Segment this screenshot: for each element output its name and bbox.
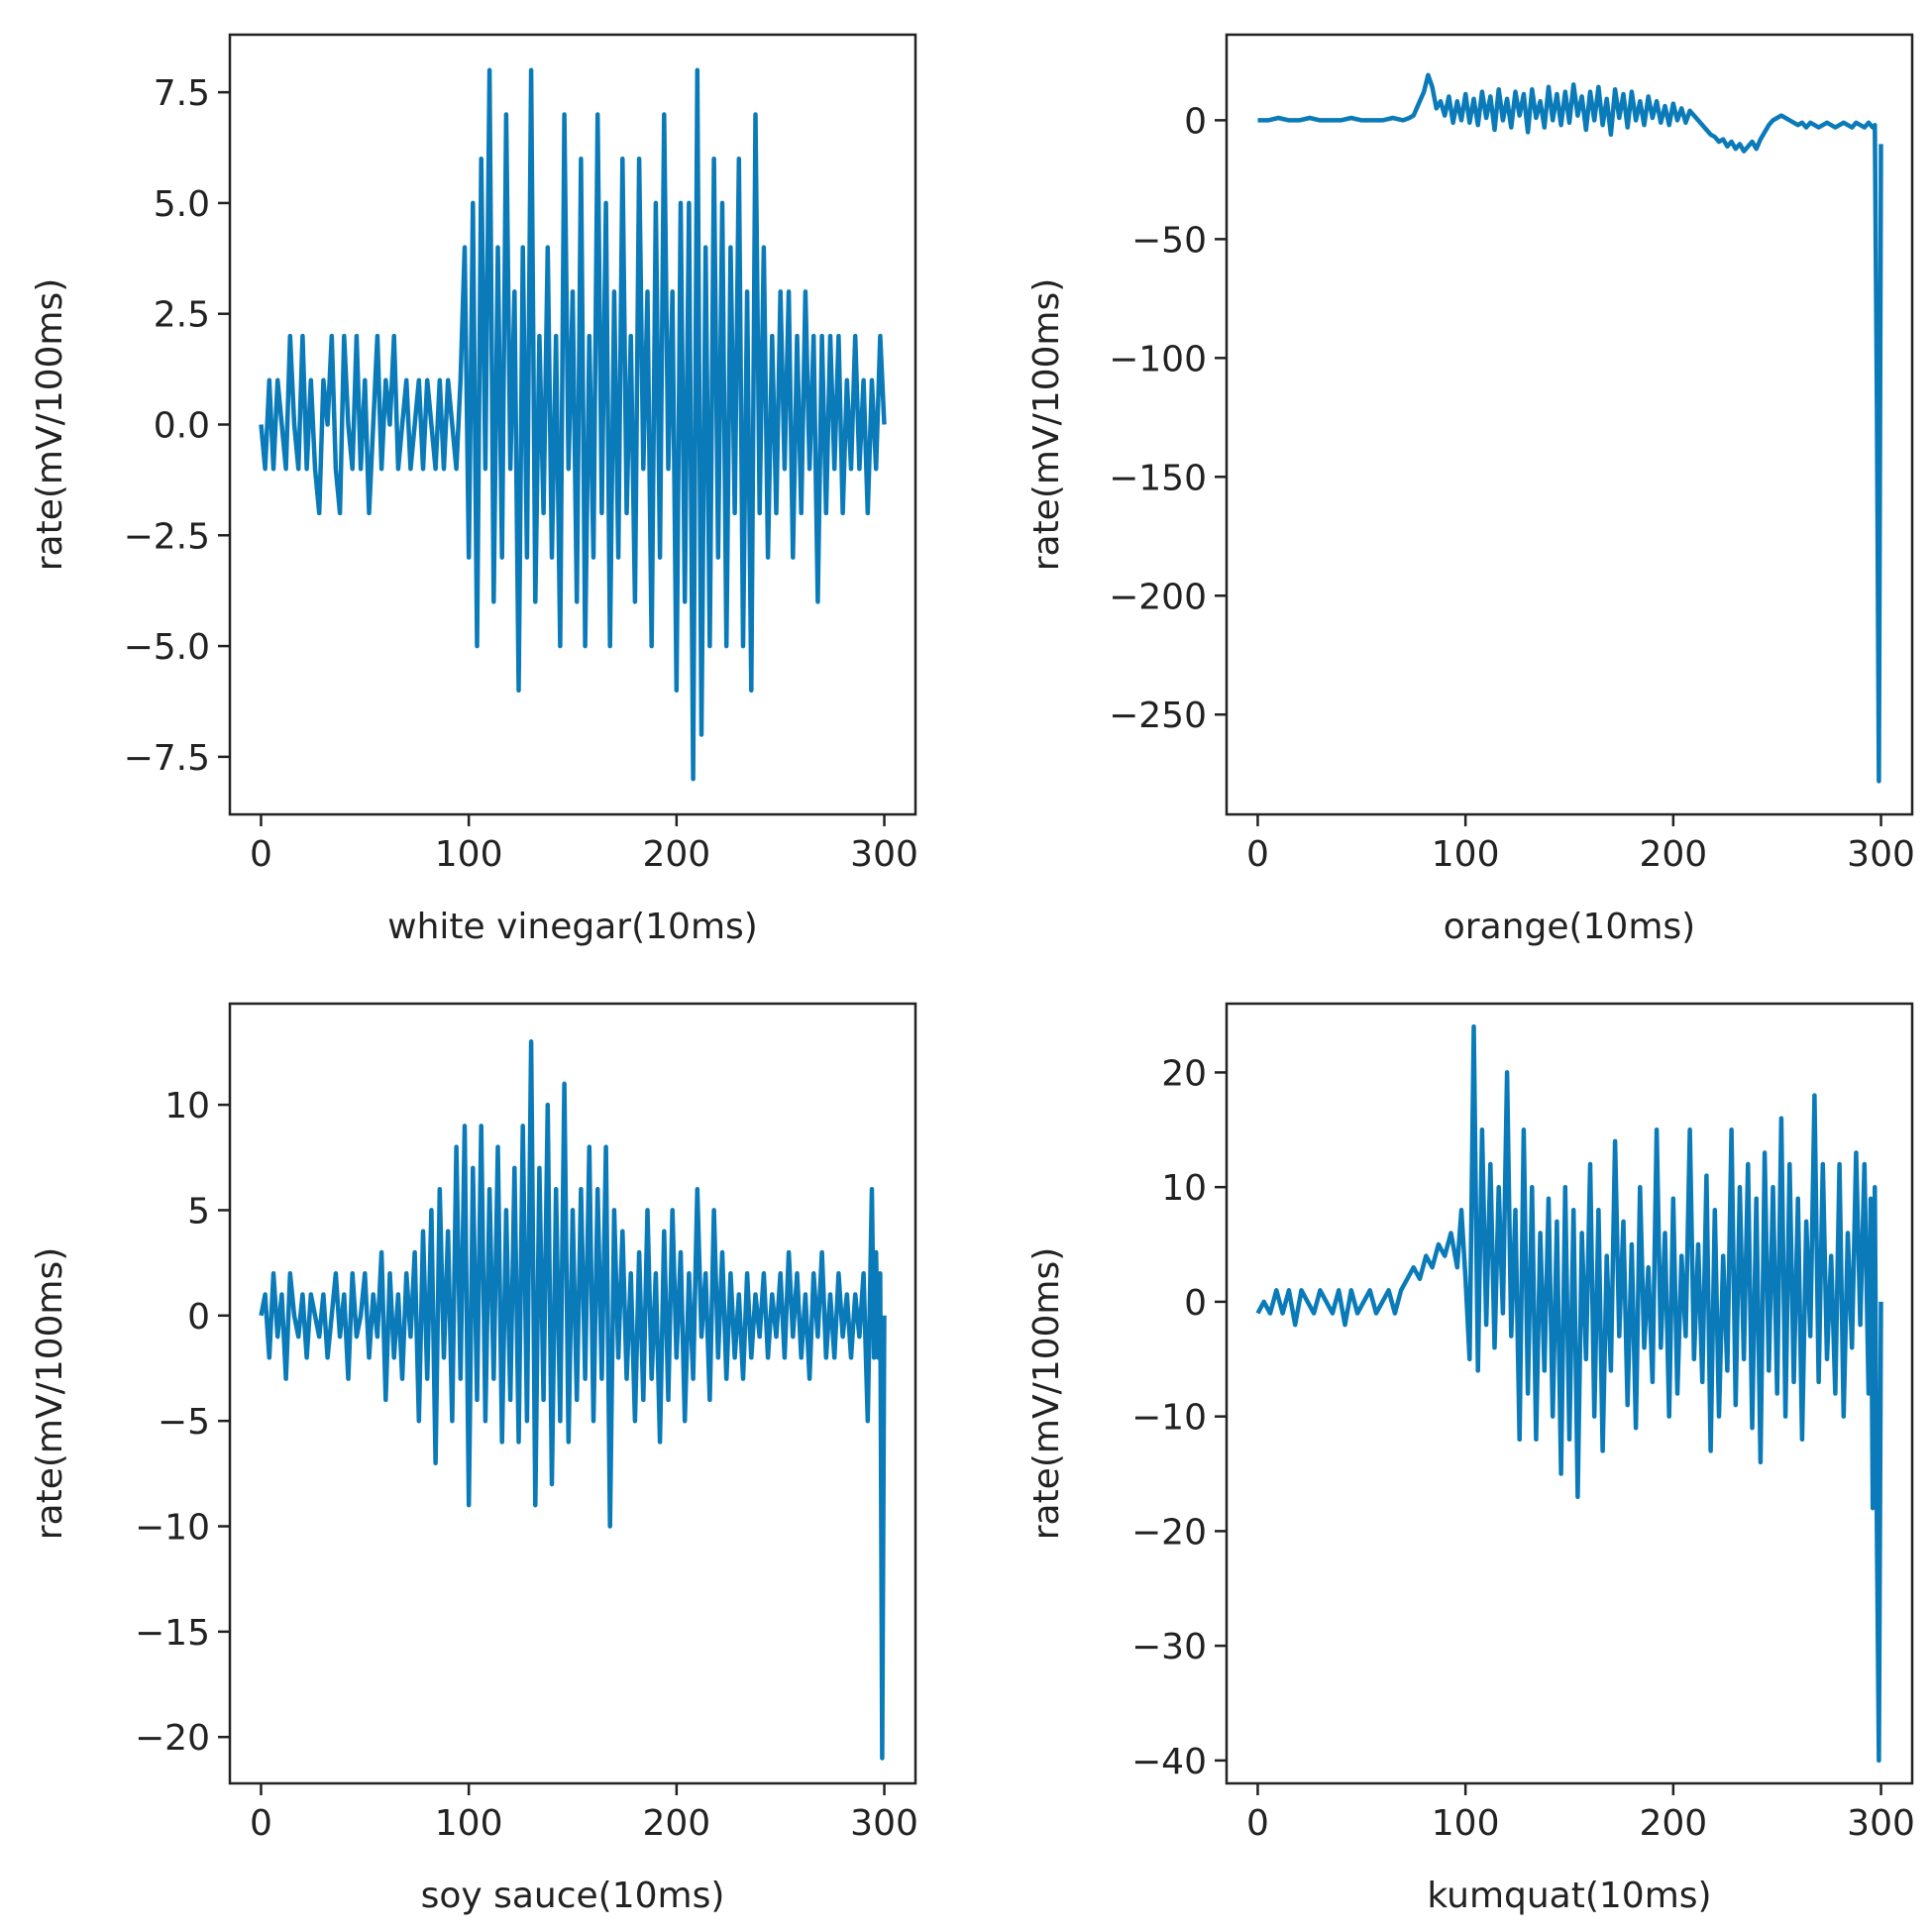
y-tick-label: −40 — [1131, 1742, 1207, 1782]
axes-frame — [1225, 1002, 1914, 1785]
y-tick-label: −100 — [1109, 339, 1207, 379]
x-tick-label: 300 — [850, 834, 918, 875]
y-tick-label: 7.5 — [154, 73, 210, 114]
y-axis-label: rate(mV/100ms) — [1026, 278, 1067, 572]
y-tick-label: −7.5 — [124, 738, 210, 779]
y-tick-label: 20 — [1161, 1053, 1207, 1094]
y-tick-label: −10 — [135, 1508, 210, 1549]
series-line — [259, 1039, 887, 1761]
x-tick-label: 100 — [435, 1803, 503, 1844]
y-tick-label: −50 — [1131, 220, 1207, 261]
y-axis-label: rate(mV/100ms) — [30, 278, 70, 572]
x-tick-label: 300 — [1847, 834, 1915, 875]
x-tick-label: 200 — [642, 834, 710, 875]
x-tick-label: 0 — [250, 1803, 272, 1844]
x-tick-label: 200 — [642, 1803, 710, 1844]
series-line — [259, 67, 887, 782]
x-tick-label: 0 — [1246, 1803, 1269, 1844]
y-tick-label: 5 — [187, 1191, 210, 1232]
x-tick-label: 0 — [250, 834, 272, 875]
axes-frame — [228, 1002, 917, 1785]
x-tick-label: 300 — [850, 1803, 918, 1844]
y-tick-label: 5.0 — [154, 184, 210, 225]
panel-white-vinegar: 0 100 200 300 7.5 5.0 2.5 0.0 −2.5 −5.0 −7.5 white … — [30, 33, 918, 947]
x-tick-label: 100 — [1432, 1803, 1500, 1844]
y-tick-label: −30 — [1131, 1627, 1207, 1667]
y-tick-label: 0 — [1184, 1283, 1207, 1324]
y-axis-label: rate(mV/100ms) — [1026, 1247, 1067, 1541]
y-tick-label: −250 — [1109, 696, 1207, 736]
x-tick-label: 300 — [1847, 1803, 1915, 1844]
y-tick-label: −20 — [1131, 1512, 1207, 1553]
y-tick-label: 10 — [164, 1086, 210, 1127]
x-axis-label: soy sauce(10ms) — [421, 1876, 725, 1916]
y-tick-label: 2.5 — [154, 295, 210, 336]
axes-frame — [1225, 33, 1914, 816]
x-tick-label: 0 — [1246, 834, 1269, 875]
panel-kumquat: 0 100 200 30020100−10−20−30−40kumquat(10ms)… — [1026, 1002, 1915, 1916]
y-tick-label: −15 — [135, 1613, 210, 1654]
panel-soy-sauce: 0 100 200 300 10 5 0 −5 −10 −15 −20 soy sauce(10ms)… — [30, 1002, 918, 1916]
x-tick-label: 200 — [1639, 1803, 1707, 1844]
y-tick-label: 0 — [187, 1297, 210, 1338]
y-tick-label: 10 — [1161, 1168, 1207, 1209]
x-tick-label: 100 — [1432, 834, 1500, 875]
y-tick-label: −150 — [1109, 458, 1207, 498]
y-tick-label: 0.0 — [154, 406, 210, 447]
x-axis-label: white vinegar(10ms) — [387, 907, 758, 947]
y-axis-label: rate(mV/100ms) — [30, 1247, 70, 1541]
y-tick-label: −200 — [1109, 577, 1207, 617]
y-tick-label: −20 — [135, 1718, 210, 1759]
y-tick-label: −10 — [1131, 1398, 1207, 1439]
x-tick-label: 100 — [435, 834, 503, 875]
series-line — [1257, 72, 1883, 784]
y-tick-label: 0 — [1184, 101, 1207, 142]
y-tick-label: −5 — [158, 1402, 210, 1443]
series-line — [1255, 1023, 1883, 1764]
y-tick-label: −5.0 — [124, 627, 210, 668]
x-axis-label: orange(10ms) — [1444, 907, 1695, 947]
y-tick-label: −2.5 — [124, 516, 210, 557]
x-tick-label: 200 — [1639, 834, 1707, 875]
panel-orange: 0 100 200 300 0 −50 −100 −150 −200 −250 orange(10m… — [1026, 33, 1915, 947]
x-axis-label: kumquat(10ms) — [1427, 1876, 1711, 1916]
